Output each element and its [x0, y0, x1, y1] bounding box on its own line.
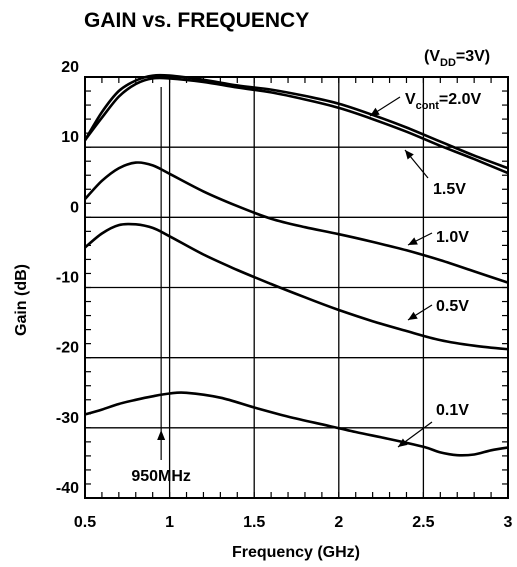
- grid: [85, 77, 508, 498]
- series-line: [83, 76, 509, 175]
- y-tick-label: -10: [56, 270, 79, 287]
- series-line: [84, 391, 509, 457]
- plot-frame: [84, 76, 509, 499]
- x-tick-label: 1.5: [243, 514, 265, 531]
- curve-labels: Vcont=2.0V 1.5V 1.0V 0.5V 0.1V: [369, 91, 481, 448]
- curve-label: 1.0V: [436, 229, 469, 246]
- x-axis-label: Frequency (GHz): [232, 544, 360, 561]
- condition-label: (VDD=3V): [424, 48, 490, 69]
- x-tick-label: 3: [504, 514, 513, 531]
- series-group: [83, 73, 509, 457]
- x-tick-label: 2.5: [412, 514, 434, 531]
- chart-title: GAIN vs. FREQUENCY: [84, 9, 309, 32]
- curve-label: Vcont=2.0V: [405, 91, 481, 112]
- curve-label: 0.1V: [436, 402, 469, 419]
- y-tick-label: -30: [56, 410, 79, 427]
- series-line: [84, 222, 509, 351]
- marker-arrow: [157, 430, 166, 440]
- label-arrowhead: [370, 107, 380, 116]
- label-arrowhead: [408, 311, 418, 320]
- marker-label: 950MHz: [131, 468, 191, 485]
- x-tick-label: 0.5: [74, 514, 96, 531]
- frequency-marker: 950MHz: [131, 87, 191, 485]
- y-tick-label: -20: [56, 340, 79, 357]
- label-arrowhead: [405, 150, 414, 160]
- series-line: [84, 161, 509, 284]
- curve-label: 1.5V: [433, 181, 466, 198]
- x-tick-labels: 0.5 1 1.5 2 2.5 3: [74, 514, 513, 531]
- label-arrowhead: [398, 438, 408, 447]
- y-tick-label: 10: [61, 129, 79, 146]
- y-tick-label: 20: [61, 59, 79, 76]
- x-tick-label: 1: [165, 514, 174, 531]
- y-tick-label: 0: [70, 199, 79, 216]
- x-tick-label: 2: [334, 514, 343, 531]
- y-tick-labels: 20 10 0 -10 -20 -30 -40: [56, 59, 79, 497]
- curve-label: 0.5V: [436, 298, 469, 315]
- label-arrowhead: [408, 237, 418, 245]
- y-tick-label: -40: [56, 480, 79, 497]
- series-line: [83, 73, 509, 170]
- y-axis-label: Gain (dB): [13, 264, 30, 336]
